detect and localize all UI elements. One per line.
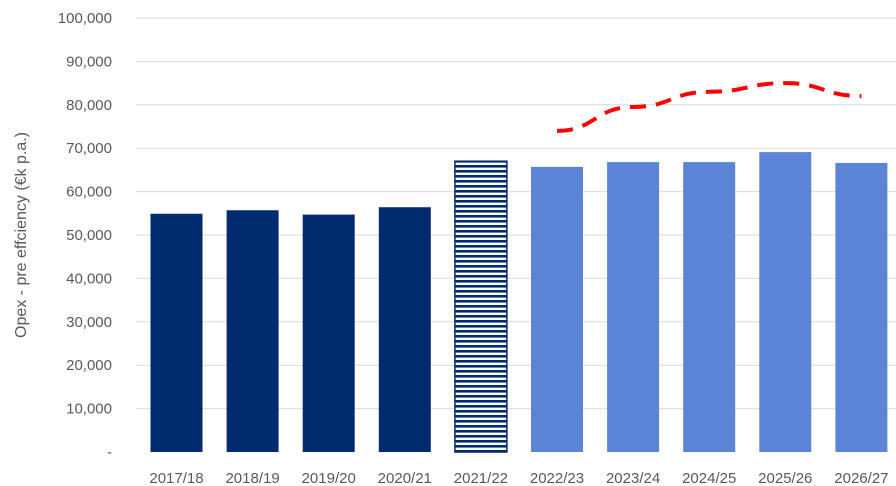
bar-2018-19 bbox=[226, 210, 279, 452]
forecast-line bbox=[556, 81, 862, 133]
y-axis-title: Opex - pre effciency (€k p.a.) bbox=[13, 132, 30, 338]
bar-2019-20 bbox=[302, 214, 355, 452]
bar-2022-23 bbox=[531, 166, 583, 452]
y-tick-label: 100,000 bbox=[58, 10, 112, 27]
x-tick-label: 2024/25 bbox=[682, 470, 736, 486]
y-tick-label: 30,000 bbox=[66, 314, 112, 331]
forecast-dashed-line bbox=[556, 81, 862, 133]
x-tick-label: 2023/24 bbox=[606, 470, 660, 486]
bar-2025-26 bbox=[759, 152, 812, 452]
x-tick-label: 2020/21 bbox=[378, 470, 432, 486]
bar-2017-18 bbox=[150, 213, 203, 452]
bar-2020-21 bbox=[378, 207, 431, 452]
y-tick-label: 60,000 bbox=[66, 184, 112, 201]
x-tick-label: 2019/20 bbox=[302, 470, 356, 486]
bar-2024-25 bbox=[683, 162, 736, 452]
bars bbox=[150, 152, 888, 453]
bar-2026-27 bbox=[835, 162, 888, 452]
y-tick-label: 20,000 bbox=[66, 357, 112, 374]
x-tick-label: 2026/27 bbox=[834, 470, 888, 486]
x-tick-label: 2021/22 bbox=[454, 470, 508, 486]
x-tick-label: 2025/26 bbox=[758, 470, 812, 486]
y-tick-label: - bbox=[107, 444, 112, 461]
y-tick-label: 80,000 bbox=[66, 97, 112, 114]
bar-2023-24 bbox=[607, 162, 660, 452]
x-tick-label: 2018/19 bbox=[225, 470, 279, 486]
x-axis-ticks: 2017/18 2018/19 2019/20 2020/21 2021/22 2022/… bbox=[149, 470, 888, 486]
x-tick-label: 2017/18 bbox=[149, 470, 203, 486]
y-axis-ticks: - 10,000 20,000 30,000 40,000 50,000 60,000 70,… bbox=[58, 10, 112, 461]
y-tick-label: 90,000 bbox=[66, 53, 112, 70]
y-tick-label: 40,000 bbox=[66, 270, 112, 287]
bar-2021-22 bbox=[454, 160, 508, 453]
y-tick-label: 50,000 bbox=[66, 227, 112, 244]
y-tick-label: 70,000 bbox=[66, 140, 112, 157]
y-tick-label: 10,000 bbox=[66, 401, 112, 418]
x-tick-label: 2022/23 bbox=[530, 470, 584, 486]
